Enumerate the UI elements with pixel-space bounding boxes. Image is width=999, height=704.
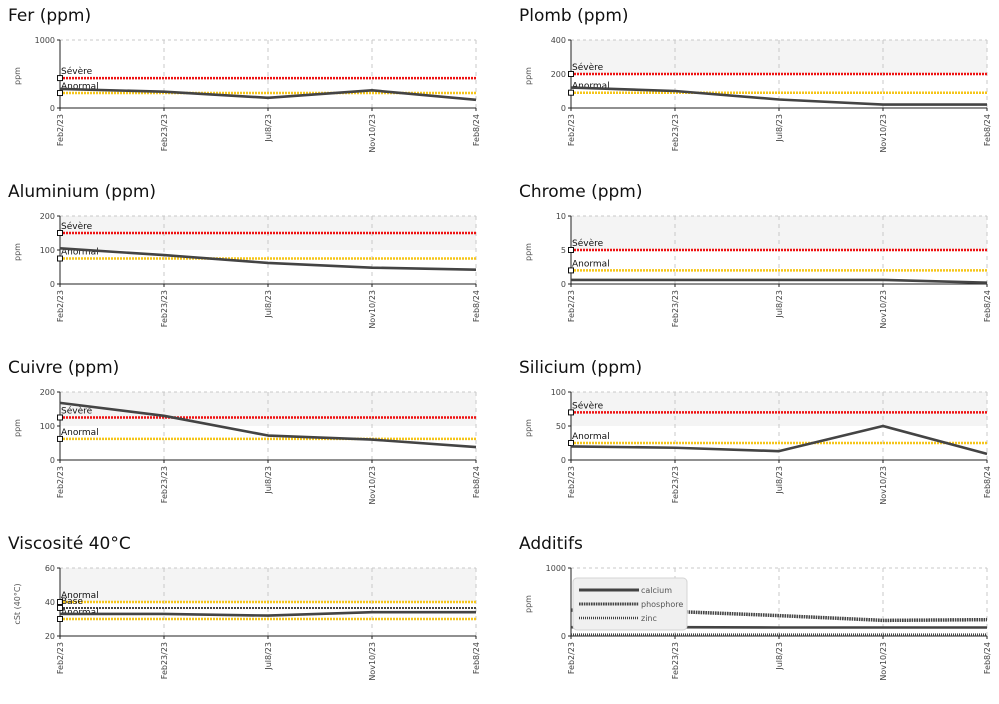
x-tick-label: Nov10/23	[368, 114, 377, 153]
x-tick-label: Feb2/23	[567, 642, 576, 674]
x-tick-label: Jul8/23	[264, 114, 273, 143]
x-tick-label: Feb8/24	[472, 114, 481, 146]
x-tick-label: Feb2/23	[567, 466, 576, 498]
x-tick-label: Feb8/24	[983, 114, 992, 146]
x-tick-label: Feb23/23	[671, 114, 680, 151]
x-tick-label: Feb8/24	[472, 290, 481, 322]
threshold-label: Sévère	[61, 221, 93, 232]
x-tick-label: Feb2/23	[56, 290, 65, 322]
x-tick-label: Feb8/24	[472, 642, 481, 674]
threshold-label: Sévère	[61, 66, 93, 77]
threshold-label: Sévère	[572, 400, 604, 411]
x-tick-label: Feb23/23	[671, 290, 680, 327]
x-tick-label: Feb2/23	[56, 466, 65, 498]
y-tick-label: 100	[551, 388, 566, 397]
x-tick-label: Nov10/23	[879, 290, 888, 329]
x-tick-label: Feb23/23	[160, 642, 169, 679]
y-tick-label: 100	[40, 422, 55, 431]
y-tick-label: 10	[556, 212, 566, 221]
x-tick-label: Jul8/23	[264, 642, 273, 671]
y-tick-label: 1000	[546, 564, 566, 573]
x-tick-label: Nov10/23	[368, 642, 377, 681]
x-tick-label: Nov10/23	[879, 642, 888, 681]
chart-plot: 0 5 10 ppm Feb2/23 Feb23/23 Jul8/23 Nov10/23 Feb…	[519, 182, 999, 332]
x-tick-label: Jul8/23	[775, 114, 784, 143]
x-tick-label: Jul8/23	[775, 642, 784, 671]
x-tick-label: Jul8/23	[264, 466, 273, 495]
x-tick-label: Feb8/24	[983, 466, 992, 498]
y-tick-label: 0	[561, 632, 566, 641]
x-tick-label: Feb2/23	[567, 114, 576, 146]
x-tick-label: Jul8/23	[775, 466, 784, 495]
threshold-label: Anormal	[572, 432, 610, 442]
y-axis-label: ppm	[524, 419, 533, 437]
x-tick-label: Feb23/23	[160, 290, 169, 327]
chart-plot: 0 50 100 ppm Feb2/23 Feb23/23 Jul8/23 Nov10/23 F…	[519, 358, 999, 508]
chart-plot: 0 100 200 ppm Feb2/23 Feb23/23 Jul8/23 Nov10/23…	[8, 358, 488, 508]
y-axis-label: ppm	[13, 243, 22, 261]
x-tick-label: Feb23/23	[671, 466, 680, 503]
y-tick-label: 40	[45, 598, 55, 607]
y-tick-label: 0	[561, 280, 566, 289]
x-tick-label: Feb8/24	[983, 290, 992, 322]
y-axis-label: ppm	[524, 67, 533, 85]
threshold-label: Sévère	[572, 62, 604, 73]
chart-plot: 0 1000 ppm Feb2/23 Feb23/23 Jul8/23 Nov10/23 Fe…	[519, 534, 999, 684]
chart-plot: 20 40 60 cSt (40°C) Feb2/23 Feb23/23 Jul8/23 No…	[8, 534, 488, 684]
x-tick-label: Nov10/23	[879, 466, 888, 505]
x-tick-label: Feb2/23	[567, 290, 576, 322]
y-tick-label: 60	[45, 564, 55, 573]
x-tick-label: Jul8/23	[775, 290, 784, 319]
y-tick-label: 0	[50, 456, 55, 465]
legend-label: phosphore	[641, 600, 683, 609]
chart-plot: 0 200 400 ppm Feb2/23 Feb23/23 Jul8/23 Nov10/23…	[519, 6, 999, 156]
x-tick-label: Nov10/23	[368, 290, 377, 329]
legend-label: zinc	[641, 614, 657, 623]
y-tick-label: 100	[40, 246, 55, 255]
y-tick-label: 5	[561, 246, 566, 255]
x-tick-label: Feb8/24	[983, 642, 992, 674]
x-tick-label: Jul8/23	[264, 290, 273, 319]
threshold-label: Base	[61, 597, 83, 607]
threshold-label: Anormal	[572, 259, 610, 269]
y-axis-label: ppm	[13, 67, 22, 85]
y-tick-label: 400	[551, 36, 566, 45]
y-axis-label: ppm	[524, 595, 533, 613]
y-tick-label: 200	[551, 70, 566, 79]
y-axis-label: ppm	[524, 243, 533, 261]
chart-plot: 0 1000 ppm Feb2/23 Feb23/23 Jul8/23 Nov10/23 Fe…	[8, 6, 488, 156]
x-tick-label: Feb2/23	[56, 114, 65, 146]
legend-label: calcium	[641, 586, 672, 595]
chart-plot: 0 100 200 ppm Feb2/23 Feb23/23 Jul8/23 Nov10/23…	[8, 182, 488, 332]
y-tick-label: 200	[40, 388, 55, 397]
y-tick-label: 200	[40, 212, 55, 221]
y-tick-label: 0	[561, 104, 566, 113]
y-axis-label: cSt (40°C)	[13, 583, 22, 624]
y-tick-label: 50	[556, 422, 566, 431]
y-tick-label: 0	[50, 104, 55, 113]
x-tick-label: Feb8/24	[472, 466, 481, 498]
x-tick-label: Nov10/23	[879, 114, 888, 153]
x-tick-label: Feb23/23	[160, 114, 169, 151]
x-tick-label: Nov10/23	[368, 466, 377, 505]
y-tick-label: 0	[561, 456, 566, 465]
x-tick-label: Feb23/23	[671, 642, 680, 679]
threshold-label: Anormal	[61, 428, 99, 438]
y-axis-label: ppm	[13, 419, 22, 437]
x-tick-label: Feb2/23	[56, 642, 65, 674]
y-tick-label: 1000	[35, 36, 55, 45]
threshold-label: Sévère	[572, 238, 604, 249]
y-tick-label: 20	[45, 632, 55, 641]
y-tick-label: 0	[50, 280, 55, 289]
series-line	[60, 612, 476, 615]
x-tick-label: Feb23/23	[160, 466, 169, 503]
